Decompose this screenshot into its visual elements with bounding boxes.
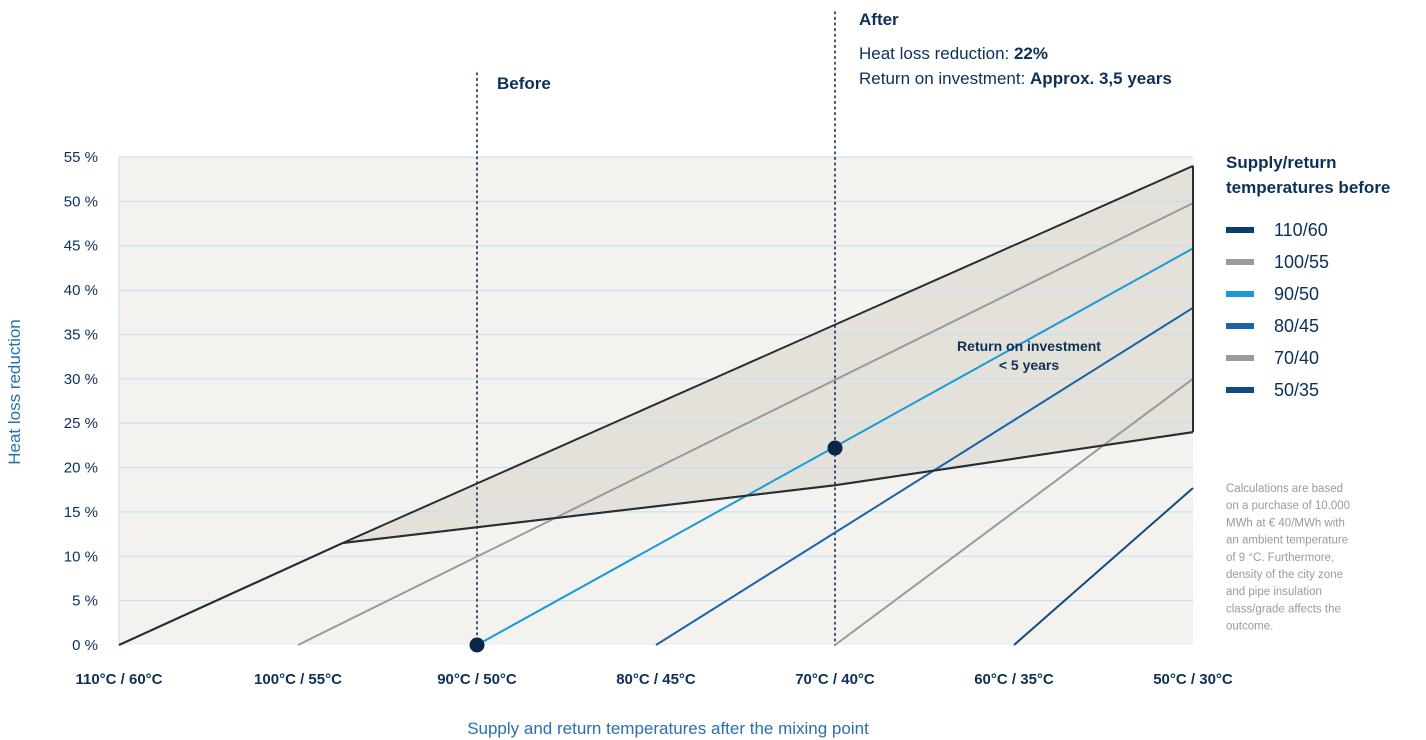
series-line-70-40 [834,377,1194,646]
region-label-line1: Return on investment [957,338,1101,354]
legend-label: 80/45 [1274,316,1319,336]
note-line: MWh at € 40/MWh with [1226,517,1345,529]
y-tick-label: 20 % [64,460,98,477]
legend-label: 90/50 [1274,284,1319,304]
after-point [827,440,843,456]
legend-title-line2: temperatures before [1226,178,1390,197]
note-line: outcome. [1226,621,1273,633]
x-tick-label: 70°C / 40°C [795,671,875,688]
y-tick-label: 50 % [64,193,98,210]
legend-title-line1: Supply/return [1226,153,1337,172]
roi-annotation-label: Return on investment: [859,69,1030,88]
legend-label: 50/35 [1274,380,1319,400]
x-tick-label: 60°C / 35°C [974,671,1054,688]
legend-swatch [1226,291,1254,297]
before-title: Before [497,74,551,93]
note-line: an ambient temperature [1226,535,1348,547]
region-label-line2: < 5 years [999,357,1060,373]
y-tick-label: 10 % [64,548,98,565]
heat-loss-annotation-value: 22% [1014,44,1048,63]
roi-annotation: Return on investment: Approx. 3,5 years [859,69,1172,88]
heat-loss-annotation-label: Heat loss reduction: [859,44,1014,63]
y-tick-label: 25 % [64,415,98,432]
x-tick-label: 90°C / 50°C [437,671,517,688]
note-line: and pipe insulation [1226,586,1322,598]
legend-swatch [1226,387,1254,393]
note-line: Calculations are based [1226,483,1343,495]
y-tick-label: 40 % [64,282,98,299]
note-line: class/grade affects the [1226,603,1341,615]
note-line: density of the city zone [1226,569,1343,581]
y-tick-label: 30 % [64,371,98,388]
heat-loss-annotation: Heat loss reduction: 22% [859,44,1048,63]
series-line-80-45 [655,306,1194,646]
x-tick-label: 100°C / 55°C [254,671,342,688]
y-tick-label: 5 % [72,593,98,610]
x-tick-label: 80°C / 45°C [616,671,696,688]
x-tick-label: 50°C / 30°C [1153,671,1233,688]
series-line-50-35 [1013,487,1194,646]
legend-swatch [1226,323,1254,329]
legend-swatch [1226,259,1254,265]
series-line-100-55 [297,202,1194,646]
before-point [469,637,485,653]
legend-label: 110/60 [1274,220,1328,240]
y-tick-label: 35 % [64,326,98,343]
roi-annotation-value: Approx. 3,5 years [1030,69,1172,88]
legend-swatch [1226,227,1254,233]
y-tick-label: 55 % [64,149,98,166]
y-tick-label: 15 % [64,504,98,521]
note-line: on a purchase of 10.000 [1226,500,1350,512]
legend-swatch [1226,355,1254,361]
envelope-lower-line [342,431,1194,544]
y-tick-label: 45 % [64,238,98,255]
legend-label: 100/55 [1274,252,1329,272]
after-title: After [859,10,899,29]
legend-label: 70/40 [1274,348,1319,368]
note-line: of 9 °C. Furthermore, [1226,552,1334,564]
x-tick-label: 110°C / 60°C [75,671,162,688]
calculation-note: Calculations are based on a purchase of 1… [1226,483,1350,633]
y-tick-label: 0 % [72,637,98,654]
x-axis-title: Supply and return temperatures after the… [467,719,869,738]
y-axis-title: Heat loss reduction [5,319,24,465]
